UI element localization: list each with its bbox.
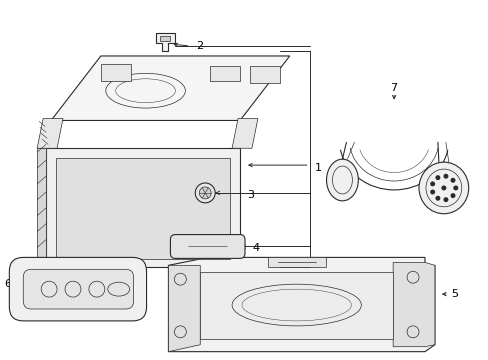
Circle shape [429,189,434,194]
Text: 2: 2 [196,41,203,51]
Text: 7: 7 [390,83,397,93]
Circle shape [434,196,440,201]
Circle shape [195,183,215,203]
Polygon shape [267,257,325,267]
FancyBboxPatch shape [9,257,146,321]
Circle shape [429,181,434,186]
Ellipse shape [326,159,358,201]
Polygon shape [200,272,392,339]
Polygon shape [392,262,434,347]
Polygon shape [232,118,257,148]
Polygon shape [168,257,434,352]
Circle shape [199,187,211,199]
Circle shape [441,185,446,190]
Polygon shape [101,64,130,81]
Polygon shape [56,158,230,260]
Circle shape [443,174,447,179]
Polygon shape [46,148,240,267]
Circle shape [452,185,457,190]
Polygon shape [37,118,63,148]
FancyBboxPatch shape [170,235,244,258]
Polygon shape [249,66,279,83]
FancyBboxPatch shape [23,269,133,309]
Text: 6: 6 [4,279,11,289]
Polygon shape [160,36,170,41]
Circle shape [449,193,454,198]
Circle shape [443,197,447,202]
Text: 5: 5 [450,289,457,299]
Circle shape [449,178,454,183]
Polygon shape [37,148,46,267]
Text: 1: 1 [314,163,321,173]
Text: 4: 4 [251,243,259,253]
Polygon shape [168,265,200,352]
Polygon shape [210,66,240,81]
Polygon shape [155,33,175,51]
Text: 3: 3 [246,190,253,200]
Ellipse shape [418,162,468,214]
Polygon shape [51,56,289,121]
Circle shape [434,175,440,180]
